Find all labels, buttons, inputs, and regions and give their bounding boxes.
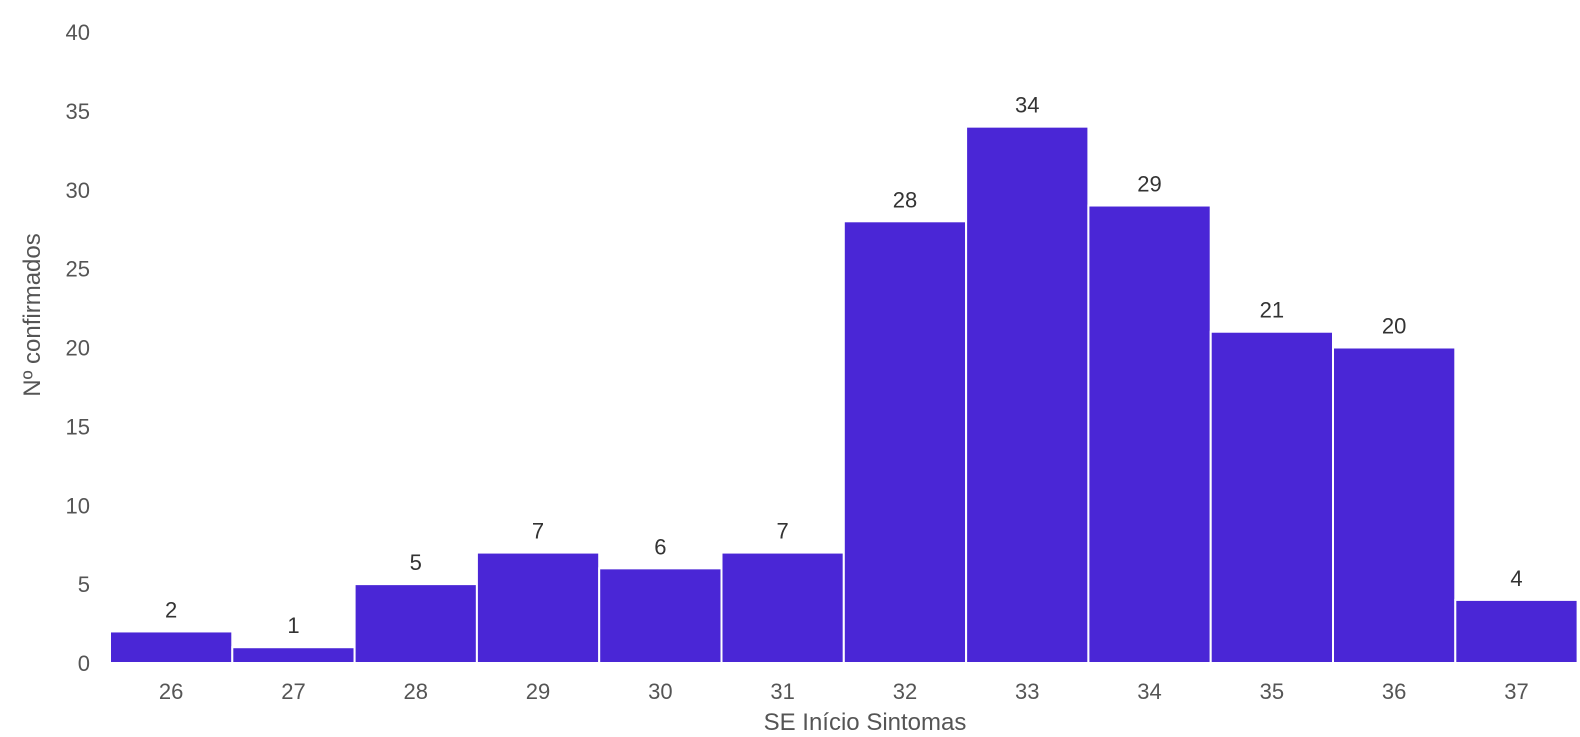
y-tick-label: 30 — [66, 178, 90, 203]
x-axis-ticks: 26 27 28 29 30 31 32 33 34 35 36 37 — [159, 679, 1529, 704]
bar-value-label: 5 — [410, 550, 422, 575]
y-tick-label: 0 — [78, 651, 90, 676]
bar — [1332, 346, 1457, 664]
bar-value-label: 28 — [893, 187, 917, 212]
bar-value-label: 29 — [1137, 172, 1161, 197]
x-tick-label: 35 — [1260, 679, 1284, 704]
bar — [231, 646, 356, 664]
y-axis-ticks: 0 5 10 15 20 25 30 35 40 — [66, 20, 90, 676]
x-tick-label: 34 — [1137, 679, 1161, 704]
x-tick-label: 30 — [648, 679, 672, 704]
bar — [720, 551, 845, 665]
bar — [1209, 330, 1334, 664]
bar-value-label: 20 — [1382, 314, 1406, 339]
x-tick-label: 28 — [404, 679, 428, 704]
bar-value-label: 21 — [1260, 298, 1284, 323]
bar — [1454, 598, 1579, 665]
y-tick-label: 20 — [66, 336, 90, 361]
bars — [109, 125, 1579, 665]
x-tick-label: 32 — [893, 679, 917, 704]
bar-value-label: 4 — [1510, 566, 1522, 591]
bar — [842, 220, 968, 665]
bar — [1087, 204, 1212, 664]
x-axis-title: SE Início Sintomas — [764, 709, 967, 736]
x-tick-label: 29 — [526, 679, 550, 704]
bar-value-label: 2 — [165, 597, 177, 622]
y-tick-label: 10 — [66, 493, 90, 518]
bar-value-label: 34 — [1015, 93, 1039, 118]
bar — [109, 630, 234, 665]
x-tick-label: 31 — [770, 679, 794, 704]
bar-value-label: 7 — [777, 519, 789, 544]
bar — [353, 583, 478, 664]
x-tick-label: 26 — [159, 679, 183, 704]
bar — [475, 551, 601, 665]
y-tick-label: 25 — [66, 257, 90, 282]
y-tick-label: 40 — [66, 20, 90, 45]
bar — [598, 567, 723, 664]
bar — [965, 125, 1090, 664]
bar-value-label: 6 — [654, 534, 666, 559]
y-axis-title: Nº confirmados — [19, 233, 46, 397]
y-tick-label: 15 — [66, 414, 90, 439]
x-tick-label: 36 — [1382, 679, 1406, 704]
x-tick-label: 33 — [1015, 679, 1039, 704]
y-tick-label: 5 — [78, 572, 90, 597]
x-tick-label: 37 — [1504, 679, 1528, 704]
bar-value-label: 7 — [532, 519, 544, 544]
y-tick-label: 35 — [66, 99, 90, 124]
bar-value-label: 1 — [287, 613, 299, 638]
x-tick-label: 27 — [281, 679, 305, 704]
